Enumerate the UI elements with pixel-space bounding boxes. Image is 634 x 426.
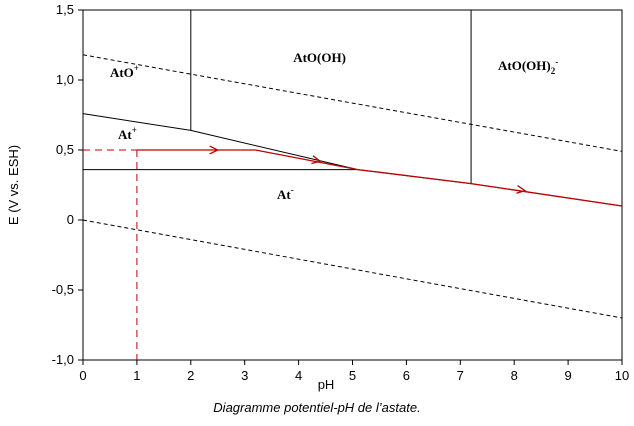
boundary-line [190,129,359,171]
water-stability-line [82,54,623,152]
species-label: At- [277,185,294,202]
boundary-line [82,113,191,131]
y-tick-label: 0 [67,212,74,227]
y-tick-label: -1,0 [52,352,74,367]
water-stability-line [82,219,623,319]
x-tick-label: 7 [457,368,464,383]
x-tick-label: 10 [615,368,629,383]
x-tick-label: 6 [403,368,410,383]
annotation-arrowhead [209,145,220,155]
x-tick-label: 4 [295,368,302,383]
annotation-arrowhead [516,185,527,194]
x-tick-label: 2 [187,368,194,383]
annotation-path [136,149,623,207]
y-tick-label: 1,5 [56,2,74,17]
x-tick-label: 5 [349,368,356,383]
y-tick-label: 0,5 [56,142,74,157]
annotation-arrowhead [311,155,322,165]
x-tick-label: 3 [241,368,248,383]
species-label: AtO(OH) [293,50,346,65]
figure-caption: Diagramme potentiel-pH de l’astate. [213,400,421,415]
y-tick-label: -0,5 [52,282,74,297]
y-axis-label: E (V vs. ESH) [6,145,21,225]
y-tick-label: 1,0 [56,72,74,87]
x-tick-label: 9 [564,368,571,383]
species-label: AtO+ [110,63,139,80]
x-tick-label: 8 [511,368,518,383]
species-label: AtO(OH)2- [498,57,558,76]
species-label: At+ [118,125,137,142]
x-tick-label: 1 [133,368,140,383]
x-tick-label: 0 [79,368,86,383]
x-axis-label: pH [318,377,335,392]
